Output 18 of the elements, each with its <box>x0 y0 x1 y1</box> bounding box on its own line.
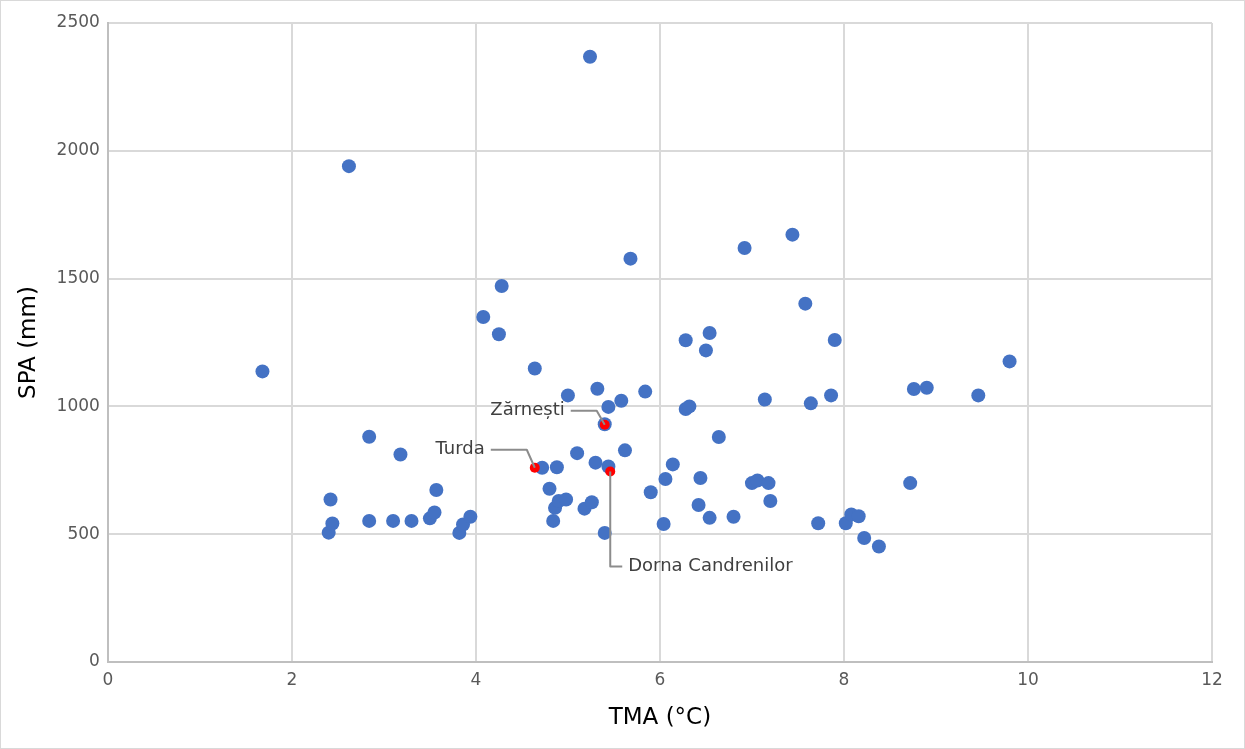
y-tick-label: 1500 <box>56 267 100 288</box>
x-axis-title: TMA (°C) <box>607 703 712 730</box>
x-tick-label: 12 <box>1201 668 1223 689</box>
y-axis-title: SPA (mm) <box>13 286 40 399</box>
y-tick-label: 1000 <box>56 394 100 415</box>
x-tick-label: 6 <box>654 668 666 689</box>
y-tick-label: 0 <box>89 650 100 671</box>
x-tick-label: 10 <box>1017 668 1039 689</box>
annotation: Turda <box>434 437 485 459</box>
annotation: Dorna Candrenilor <box>628 554 794 576</box>
x-tick-label: 0 <box>102 668 114 689</box>
x-tick-label: 8 <box>838 668 850 689</box>
y-tick-label: 2000 <box>56 139 100 160</box>
x-tick-label: 2 <box>286 668 298 689</box>
y-tick-label: 500 <box>67 522 100 543</box>
annotation: Zărnești <box>490 398 565 420</box>
y-tick-label: 2500 <box>56 11 100 32</box>
x-tick-label: 4 <box>470 668 482 689</box>
